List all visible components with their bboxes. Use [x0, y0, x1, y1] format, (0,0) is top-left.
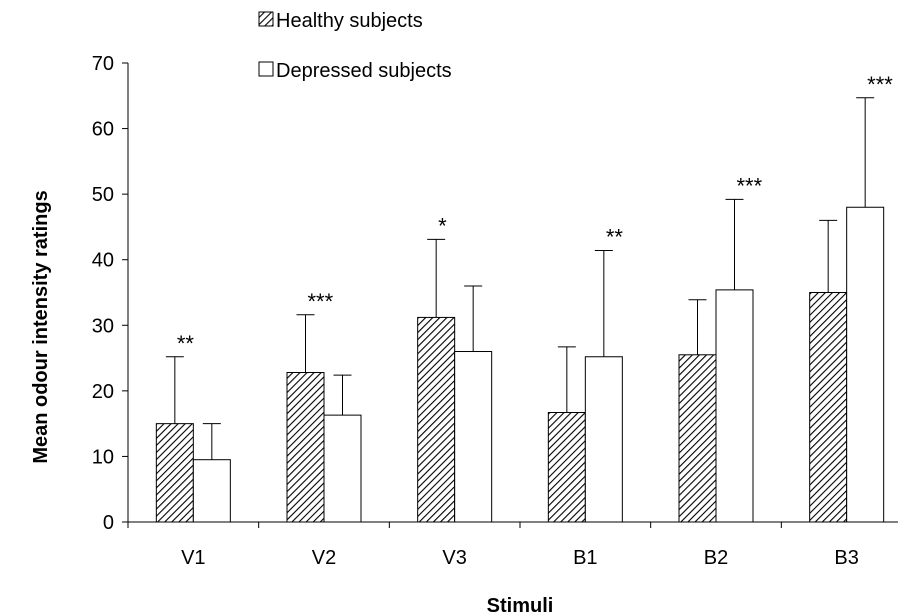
x-tick-label: B3 — [834, 547, 858, 569]
x-tick-label: B2 — [704, 547, 728, 569]
bar-depressed — [454, 351, 493, 523]
bar-healthy — [547, 411, 586, 523]
y-tick-label: 70 — [92, 53, 114, 75]
significance-label: ** — [177, 331, 195, 356]
bar-depressed — [584, 356, 623, 523]
legend-swatch-depressed — [258, 61, 274, 77]
legend-item-depressed: Depressed subjects — [258, 60, 452, 82]
significance-label: *** — [308, 289, 334, 314]
legend-item-healthy: Healthy subjects — [258, 10, 423, 32]
legend: Healthy subjects Depressed subjects — [258, 10, 452, 82]
x-axis-title: Stimuli — [487, 595, 554, 615]
bar-healthy — [286, 371, 325, 523]
x-tick-label: V2 — [312, 547, 336, 569]
y-tick-label: 0 — [103, 512, 114, 534]
significance-label: ** — [606, 225, 624, 250]
y-tick-label: 50 — [92, 184, 114, 206]
significance-label: *** — [737, 173, 763, 198]
bar-depressed — [846, 206, 885, 523]
significance-markers: ****** ******** — [177, 72, 893, 356]
significance-label: *** — [867, 72, 893, 97]
bar-depressed — [192, 459, 231, 523]
bar-depressed — [715, 289, 754, 523]
y-axis: 0 10 20 30 40 50 60 70 — [92, 53, 129, 534]
bars — [155, 97, 885, 523]
x-axis: V1 V2 V3 B1 B2 B3 — [127, 521, 898, 569]
y-tick-label: 10 — [92, 446, 114, 468]
bar-healthy — [155, 423, 194, 523]
x-tick-label: V1 — [181, 547, 205, 569]
y-axis-title: Mean odour intensity ratings — [30, 190, 52, 463]
legend-label-healthy: Healthy subjects — [276, 10, 423, 32]
bar-depressed — [323, 414, 362, 523]
legend-label-depressed: Depressed subjects — [276, 60, 452, 82]
y-tick-label: 20 — [92, 381, 114, 403]
y-tick-label: 40 — [92, 250, 114, 272]
bar-healthy — [809, 292, 848, 523]
x-tick-label: V3 — [442, 547, 466, 569]
y-tick-label: 60 — [92, 119, 114, 141]
legend-swatch-healthy — [258, 11, 274, 27]
x-tick-label: B1 — [573, 547, 597, 569]
y-tick-label: 30 — [92, 315, 114, 337]
significance-label: * — [438, 213, 447, 238]
bar-healthy — [417, 316, 456, 523]
bar-healthy — [678, 354, 717, 523]
